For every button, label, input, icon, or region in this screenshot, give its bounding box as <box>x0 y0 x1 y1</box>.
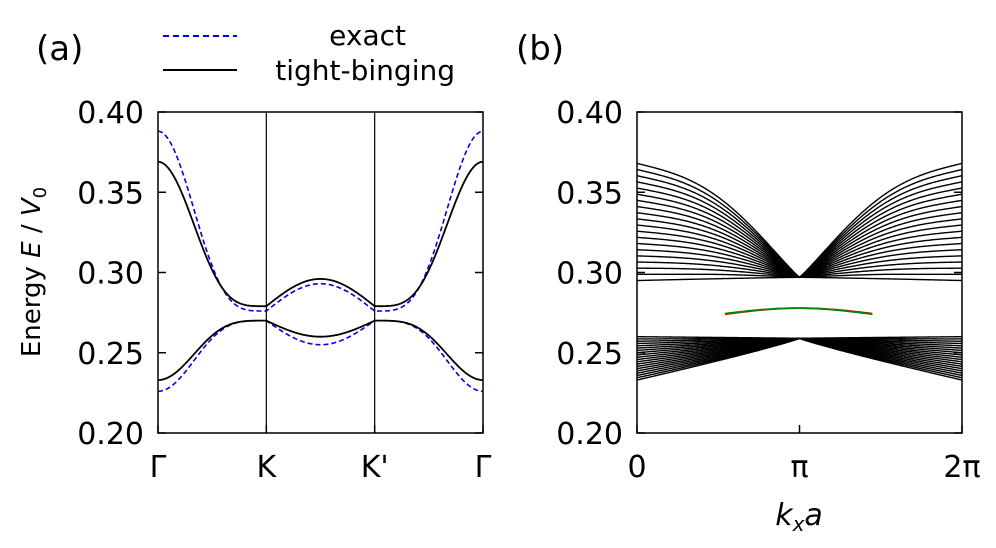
panel-a-curves <box>157 130 484 393</box>
panel-a-k-lines <box>265 112 376 433</box>
panel-a-x-ticks: Γ K K' Γ <box>150 425 492 485</box>
panel-b-chart: 0.20 0.25 0.30 0.35 0.40 0 π 2π kxa <box>556 96 980 536</box>
upper-bulk-band-11 <box>636 224 963 279</box>
panel-b-edge-states <box>724 307 873 316</box>
panel-a-y-tick-label: 0.25 <box>77 337 144 372</box>
upper-bulk-band-7 <box>636 199 963 279</box>
panel-b-y-tick-label: 0.20 <box>556 417 623 452</box>
panel-b-x-ticks: 0 π 2π <box>627 425 981 485</box>
lower-bulk-band-20 <box>636 337 963 381</box>
upper-bulk-band-13 <box>636 236 963 279</box>
panel-a-x-tick-label: Γ <box>150 450 167 485</box>
upper-bulk-band-20 <box>636 276 963 282</box>
panel-a-y-tick-label: 0.30 <box>77 257 144 292</box>
upper-bulk-band-6 <box>636 193 963 279</box>
panel-a-y-ticks: 0.20 0.25 0.30 0.35 0.40 <box>77 96 483 452</box>
series-exact-lower-band <box>157 319 484 393</box>
panel-a-x-tick-label: Γ <box>475 450 492 485</box>
series-exact-upper-band <box>157 130 484 312</box>
series-tight-binding-lower-band <box>157 319 484 381</box>
panel-a-y-axis-label: Energy E / V0 <box>17 187 51 357</box>
upper-bulk-band-18 <box>636 267 963 279</box>
legend-exact-label: exact <box>329 19 406 52</box>
upper-bulk-band-9 <box>636 211 963 279</box>
panel-b-frame <box>636 111 963 434</box>
panel-b-y-tick-label: 0.25 <box>556 337 623 372</box>
legend-tb-label: tight-binging <box>275 54 455 87</box>
panel-a-x-tick-label: K' <box>361 450 389 485</box>
panel-b-y-tick-label: 0.35 <box>556 176 623 211</box>
panel-b-y-tick-label: 0.30 <box>556 257 623 292</box>
panel-a-y-tick-label: 0.20 <box>77 417 144 452</box>
panel-b-x-axis-label: kxa <box>775 498 823 536</box>
legend: exact tight-binging <box>163 19 455 87</box>
upper-bulk-band-14 <box>636 242 963 279</box>
panel-a-frame <box>157 111 484 434</box>
panel-a-y-tick-label: 0.40 <box>77 96 144 131</box>
series-tight-binding-upper-band <box>157 160 484 308</box>
panel-b-y-ticks: 0.20 0.25 0.30 0.35 0.40 <box>556 96 962 452</box>
upper-bulk-band-2 <box>636 168 963 279</box>
panel-b-x-tick-label: 2π <box>943 450 980 485</box>
panel-a-x-tick-label: K <box>256 450 277 485</box>
panel-a-y-tick-label: 0.35 <box>77 176 144 211</box>
panel-b-x-tick-label: π <box>790 450 808 485</box>
panel-b-x-tick-label: 0 <box>627 450 646 485</box>
panel-b-y-tick-label: 0.40 <box>556 96 623 131</box>
edge-state-green <box>724 307 873 316</box>
upper-bulk-band-12 <box>636 230 963 279</box>
panel-a-chart: 0.20 0.25 0.30 0.35 0.40 Γ K K' Γ Energy E / V0 <box>17 96 492 485</box>
panel-b-bands <box>636 162 963 381</box>
panel-label-a: (a) <box>36 29 83 69</box>
panel-label-b: (b) <box>516 29 564 69</box>
